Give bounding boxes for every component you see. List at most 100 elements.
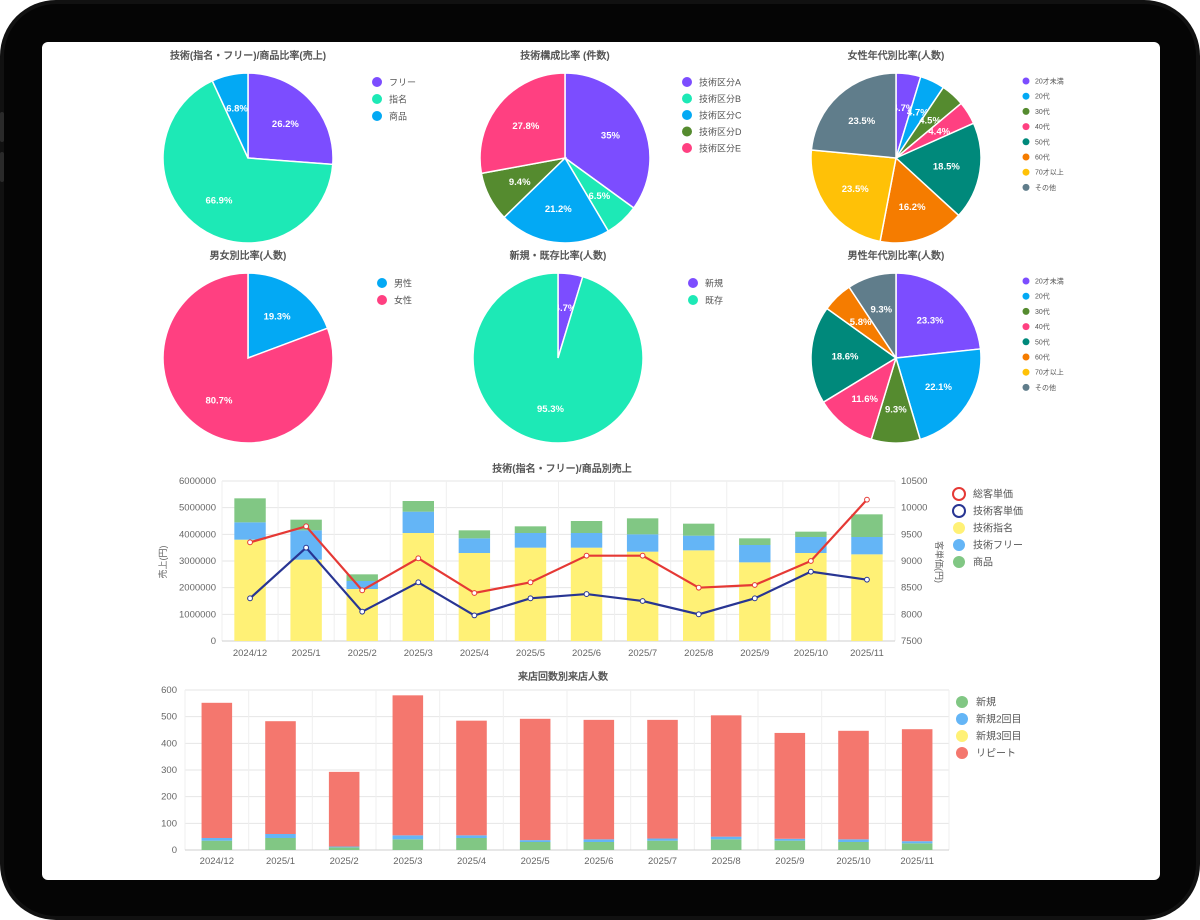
combo-bar-1 xyxy=(346,581,378,589)
combo-bar-1 xyxy=(234,522,266,540)
visits-bar-1 xyxy=(328,846,360,848)
combo-bar-1 xyxy=(570,533,603,548)
pie3-legend-5: 60代 xyxy=(1035,153,1050,162)
combo-bar-0 xyxy=(346,589,378,641)
pie6-label-1: 22.1% xyxy=(925,382,952,393)
pie3-legend-7: その他 xyxy=(1035,183,1056,192)
pie1-legend-swatch-2 xyxy=(372,111,382,121)
pie3-legend-6: 70才以上 xyxy=(1035,168,1064,177)
pie2-label-3: 9.4% xyxy=(509,177,531,188)
pie1-label-0: 26.2% xyxy=(272,119,299,130)
pie3-legend-swatch-6 xyxy=(1022,168,1030,176)
combo-bar-1 xyxy=(739,545,771,563)
combo-legend-swatch xyxy=(953,556,965,568)
visits-bar-3 xyxy=(392,695,424,836)
visits-bar-0 xyxy=(328,847,360,850)
pie1-legend-swatch-0 xyxy=(372,77,382,87)
visits-bar-1 xyxy=(456,835,487,838)
pie3-slice-7 xyxy=(810,72,897,159)
visits-ytick: 100 xyxy=(161,818,177,829)
pie2-legend-2: 技術区分C xyxy=(699,110,742,121)
pie4-label-1: 80.7% xyxy=(205,395,232,406)
pie5-legend-1: 既存 xyxy=(705,295,723,306)
pie2-label-4: 27.8% xyxy=(512,121,539,132)
combo-y2tick: 9500 xyxy=(901,529,922,540)
pie2-slice-4 xyxy=(479,72,566,175)
visits-bar-3 xyxy=(265,721,296,834)
pie6-slice-0 xyxy=(895,272,982,359)
visits-bar-1 xyxy=(392,835,424,840)
visits-xtick: 2025/10 xyxy=(836,856,870,867)
combo-bar-2 xyxy=(458,530,491,539)
pie3-label-7: 23.5% xyxy=(848,116,875,127)
pie1-legend-swatch-1 xyxy=(372,94,382,104)
pie3-label-4: 18.5% xyxy=(933,162,960,173)
combo-point-0 xyxy=(807,558,814,564)
pie6-label-4: 18.6% xyxy=(832,352,859,363)
pie6-label-7: 9.3% xyxy=(870,305,892,316)
combo-bar-0 xyxy=(234,539,266,641)
visits-bar-0 xyxy=(519,842,551,850)
pie5-legend-swatch-0 xyxy=(688,278,698,288)
pie6-legend-7: その他 xyxy=(1035,383,1056,392)
combo-xtick: 2025/11 xyxy=(850,648,884,659)
pie6-legend-swatch-2 xyxy=(1022,307,1030,315)
pie3-legend-swatch-0 xyxy=(1022,77,1030,85)
pie1-legend-0: フリー xyxy=(389,78,416,88)
visits-legend: 新規2回目 xyxy=(976,713,1022,726)
combo-point-0 xyxy=(471,590,478,596)
pie1-label-2: 6.8% xyxy=(226,104,248,115)
pie5-label-1: 95.3% xyxy=(537,404,564,415)
combo-ytick: 0 xyxy=(211,636,216,647)
combo-xtick: 2025/5 xyxy=(516,648,545,659)
pie2-legend-swatch-2 xyxy=(682,110,692,120)
pie1-slice-0 xyxy=(247,72,334,166)
combo-point-0 xyxy=(415,555,422,562)
pie6-legend-6: 70才以上 xyxy=(1035,368,1064,377)
combo-legend-swatch xyxy=(952,504,966,518)
visits-ytick: 400 xyxy=(161,738,177,749)
combo-xtick: 2025/6 xyxy=(572,648,601,659)
pie2-slice-2 xyxy=(503,156,610,244)
visits-xtick: 2025/9 xyxy=(775,856,804,867)
pie6-legend-0: 20才未満 xyxy=(1035,277,1064,286)
combo-ylabel: 売上(円) xyxy=(157,546,168,579)
combo-point-1 xyxy=(415,579,422,586)
pie4-label-0: 19.3% xyxy=(264,312,291,323)
pie2-label-2: 21.2% xyxy=(545,204,572,215)
dashboard-svg: 技術(指名・フリー)/商品比率(売上) 技術構成比率 (件数) 女性年代別比率(… xyxy=(157,49,1064,867)
combo-bar-2 xyxy=(795,531,827,537)
combo-y2tick: 8500 xyxy=(901,583,922,594)
visits-xtick: 2025/7 xyxy=(648,856,677,867)
visits-bar-1 xyxy=(838,839,869,842)
pie5-chart: 4.7% 新規 95.3% 既存 xyxy=(472,272,723,444)
pie3-legend-swatch-2 xyxy=(1022,107,1030,115)
combo-point-1 xyxy=(527,595,534,602)
pie2-legend-3: 技術区分D xyxy=(699,126,742,137)
pie1-legend-2: 商品 xyxy=(389,111,407,122)
combo-bar-1 xyxy=(514,533,547,548)
combo-legend: 総客単価 xyxy=(973,488,1013,501)
combo-bar-2 xyxy=(683,523,715,536)
combo-ytick: 3000000 xyxy=(179,556,216,567)
visits-bar-3 xyxy=(710,715,742,837)
pie3-slice-4 xyxy=(894,122,982,217)
combo-bar-2 xyxy=(514,526,547,533)
combo-bar-0 xyxy=(851,554,883,641)
visits-bar-1 xyxy=(519,840,551,842)
combo-xtick: 2025/2 xyxy=(348,648,377,659)
pie3-label-3: 4.4% xyxy=(928,126,950,137)
pie3-legend-4: 50代 xyxy=(1035,137,1050,146)
pie2-title: 技術構成比率 (件数) xyxy=(520,49,609,62)
combo-point-0 xyxy=(751,582,758,588)
combo-xtick: 2025/10 xyxy=(794,648,828,659)
pie6-slice-4 xyxy=(810,307,898,404)
combo-xtick: 2025/7 xyxy=(628,648,657,659)
combo-bar-2 xyxy=(570,521,603,533)
combo-point-1 xyxy=(359,608,366,615)
visits-bar-3 xyxy=(838,730,869,840)
pie1-title: 技術(指名・フリー)/商品比率(売上) xyxy=(170,49,326,62)
pie2-legend-4: 技術区分E xyxy=(699,143,741,154)
pie2-legend-1: 技術区分B xyxy=(699,93,741,104)
combo-bar-1 xyxy=(458,538,491,553)
